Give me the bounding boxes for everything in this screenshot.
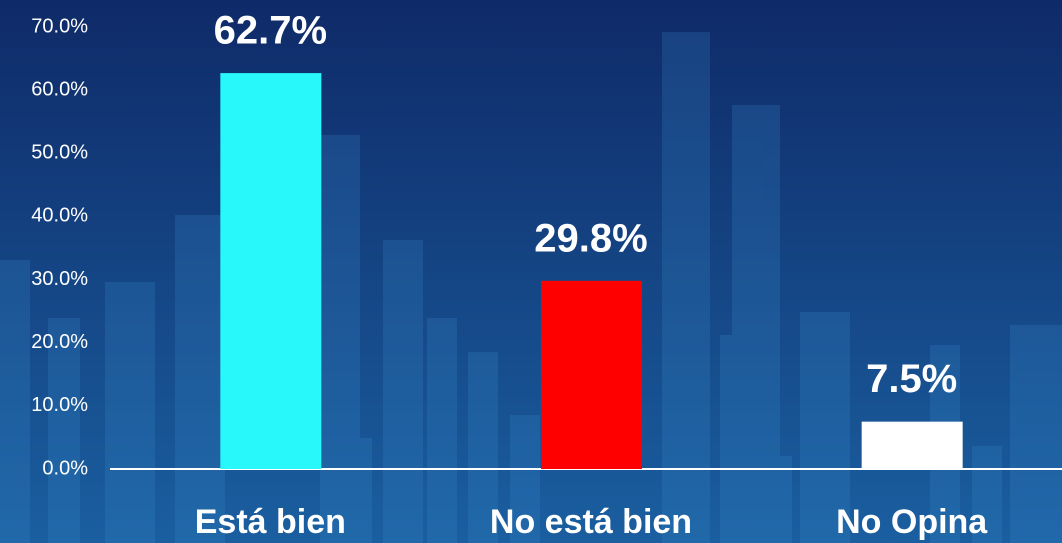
y-tick-label: 10.0% (31, 394, 88, 416)
page: {"chart_data": {"type": "bar", "categori… (0, 0, 1062, 543)
y-tick-label: 40.0% (31, 205, 88, 227)
y-tick-label: 70.0% (31, 15, 88, 37)
y-tick-label: 20.0% (31, 331, 88, 353)
bar (220, 73, 321, 469)
x-tick-label: Está bien (195, 503, 346, 541)
bar (541, 281, 642, 469)
y-tick-label: 50.0% (31, 142, 88, 164)
value-label: 29.8% (534, 216, 647, 260)
y-tick-label: 0.0% (42, 457, 88, 479)
y-tick-label: 30.0% (31, 268, 88, 290)
chart: 0.0% 10.0% 20.0% 30.0% 40.0% 50.0% 60.0% 70.0% E… (0, 0, 1062, 543)
value-label: 7.5% (866, 357, 957, 401)
bar (862, 422, 963, 469)
x-tick-label: No Opina (836, 503, 988, 541)
value-label: 62.7% (214, 9, 327, 53)
y-tick-label: 60.0% (31, 78, 88, 100)
x-tick-label: No está bien (490, 503, 692, 541)
